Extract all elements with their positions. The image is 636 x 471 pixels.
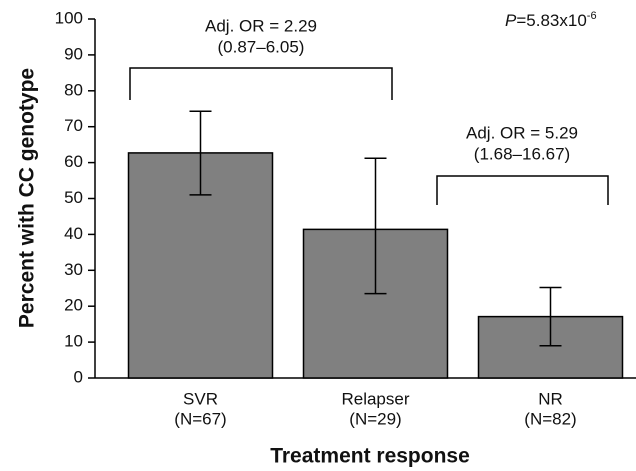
x-axis-title: Treatment response [270,445,470,468]
y-tick-label: 0 [74,367,83,386]
y-tick-label: 10 [64,332,83,351]
x-tick-note: (N=67) [174,409,226,428]
annotation-line1: Adj. OR = 2.29 [205,16,317,35]
x-tick-label: NR [538,389,563,408]
y-tick-label: 60 [64,152,83,171]
y-tick-label: 100 [55,8,83,27]
x-tick-label: SVR [183,389,218,408]
y-tick-label: 70 [64,116,83,135]
x-tick-note: (N=82) [524,409,576,428]
error-bar [189,110,212,196]
y-tick-label: 90 [64,44,83,63]
bracket [129,67,393,100]
y-axis-title: Percent with CC genotype [16,68,39,328]
error-bar [539,286,562,347]
p-text: =5.83x10 [516,11,586,30]
y-tick-label: 20 [64,296,83,315]
p-symbol: P [505,11,517,30]
p-exponent: -6 [587,10,597,22]
annotation-line2: (1.68–16.67) [474,144,570,163]
bracket [436,175,609,205]
p-value: P=5.83x10-6 [505,10,597,31]
x-tick-note: (N=29) [349,409,401,428]
y-tick-label: 30 [64,260,83,279]
y-tick-label: 50 [64,188,83,207]
y-tick-label: 40 [64,224,83,243]
x-tick-label: Relapser [341,389,409,408]
annotation-line1: Adj. OR = 5.29 [466,123,578,142]
y-tick-label: 80 [64,80,83,99]
annotation-line2: (0.87–6.05) [218,37,305,56]
error-bar [364,157,387,295]
